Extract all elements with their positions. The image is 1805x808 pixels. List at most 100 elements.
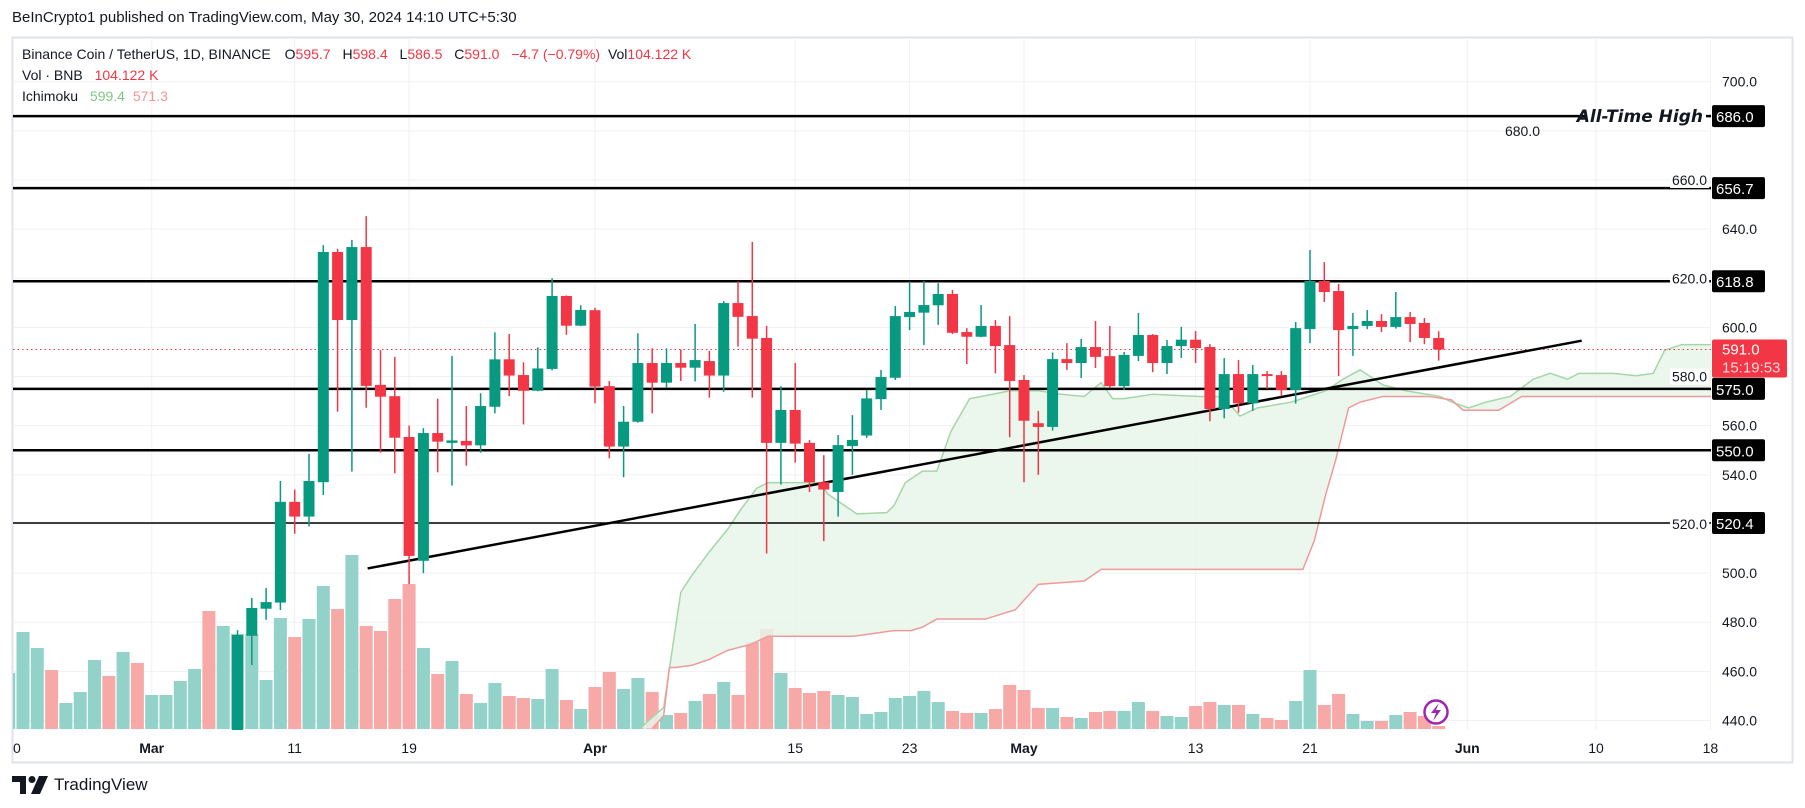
candle bbox=[260, 587, 272, 620]
candle bbox=[689, 323, 701, 382]
candle-body bbox=[832, 445, 844, 493]
candle bbox=[818, 455, 830, 542]
candle-body bbox=[989, 325, 1001, 347]
volume-bar bbox=[445, 661, 459, 729]
candle bbox=[1075, 338, 1087, 379]
candle bbox=[789, 363, 801, 463]
candle-body bbox=[861, 398, 873, 436]
volume-bar bbox=[803, 693, 816, 729]
ichimoku-cloud-fill bbox=[640, 344, 1711, 729]
ichimoku-span-b-line bbox=[651, 395, 1711, 729]
candle bbox=[246, 597, 258, 665]
candle bbox=[346, 239, 358, 472]
candle-body bbox=[375, 384, 386, 397]
tradingview-logo-icon bbox=[12, 776, 48, 794]
volume-bar bbox=[202, 611, 216, 729]
price-axis[interactable]: 700.0 680.0 660.0 640.0 620.0 600.0 580.0 560.0… bbox=[1502, 74, 1757, 729]
time-tick-label: 23 bbox=[902, 740, 918, 756]
volume-legend-row[interactable]: Vol · BNB 104.122 K bbox=[22, 65, 699, 86]
volume-bar bbox=[531, 699, 545, 729]
candle bbox=[846, 415, 858, 475]
candle-body bbox=[975, 325, 987, 337]
volume-bar bbox=[102, 676, 116, 729]
volume-bar bbox=[1189, 706, 1203, 729]
symbol-name[interactable]: Binance Coin / TetherUS, 1D, BINANCE bbox=[22, 46, 271, 62]
candle bbox=[161, 770, 172, 807]
candle-body bbox=[1090, 347, 1101, 357]
candle bbox=[661, 348, 672, 388]
volume-bar bbox=[1017, 690, 1031, 729]
price-tick-bg bbox=[1669, 368, 1710, 385]
candle-body bbox=[646, 363, 658, 383]
level-price-label: 656.7 bbox=[1716, 181, 1754, 198]
last-price-box bbox=[1712, 339, 1787, 378]
candle-body bbox=[417, 433, 429, 561]
price-tick-label: 460.0 bbox=[1722, 663, 1757, 679]
price-tick-label: 520.0 bbox=[1672, 516, 1707, 532]
lightning-icon[interactable] bbox=[1423, 699, 1449, 725]
volume-bar bbox=[1131, 702, 1145, 729]
candle-body bbox=[1361, 321, 1373, 326]
trendline-group[interactable] bbox=[367, 339, 1582, 570]
level-price-label: 520.4 bbox=[1716, 516, 1754, 533]
candle-body bbox=[503, 359, 515, 376]
candle bbox=[1275, 371, 1287, 396]
candle bbox=[918, 280, 930, 346]
price-tick-bg bbox=[1669, 270, 1710, 287]
volume-bar bbox=[359, 626, 373, 729]
candle bbox=[489, 332, 501, 414]
volume-bar bbox=[302, 619, 316, 729]
volume-bar bbox=[502, 696, 516, 729]
volume-bars bbox=[13, 555, 1446, 729]
time-tick-label: May bbox=[1010, 740, 1037, 756]
candle-body bbox=[446, 440, 458, 443]
volume-bar bbox=[631, 678, 645, 729]
price-tick-label: 600.0 bbox=[1722, 319, 1757, 335]
candle-body bbox=[432, 433, 444, 442]
candle bbox=[975, 305, 987, 338]
candle bbox=[532, 347, 544, 392]
volume-bar bbox=[702, 694, 716, 729]
close-label: C bbox=[454, 46, 465, 62]
candle bbox=[1361, 309, 1373, 330]
candle-body bbox=[1190, 339, 1202, 349]
candle-body bbox=[1047, 359, 1059, 427]
trendline[interactable] bbox=[367, 339, 1582, 570]
volume-bar bbox=[30, 648, 44, 729]
volume-bar bbox=[788, 688, 802, 729]
candle-body bbox=[1304, 280, 1316, 330]
candle-body bbox=[1218, 374, 1230, 409]
candle-body bbox=[818, 482, 830, 490]
horizontal-levels[interactable]: All-Time High bbox=[13, 107, 1711, 524]
candle bbox=[1233, 360, 1244, 413]
candle-body bbox=[289, 501, 301, 517]
candle bbox=[389, 356, 401, 474]
candle-body bbox=[1247, 374, 1259, 404]
symbol-legend-row: Binance Coin / TetherUS, 1D, BINANCE O59… bbox=[22, 44, 699, 65]
volume-bar bbox=[416, 648, 430, 729]
candle bbox=[375, 350, 386, 453]
candle bbox=[232, 630, 243, 730]
candle-body bbox=[789, 409, 801, 444]
ichimoku-span-b-value: 571.3 bbox=[132, 88, 168, 104]
candle bbox=[1090, 321, 1101, 368]
candle-body bbox=[189, 750, 200, 760]
ichimoku-span-a-value: 599.4 bbox=[89, 88, 125, 104]
volume-bar bbox=[903, 696, 917, 729]
ichimoku-legend-row[interactable]: Ichimoku 599.4 571.3 bbox=[22, 86, 699, 107]
candle bbox=[861, 390, 873, 438]
price-tick-label: 500.0 bbox=[1722, 565, 1757, 581]
time-tick-label: Jun bbox=[1455, 740, 1480, 756]
plot-area[interactable]: All-Time High bbox=[2, 107, 1717, 808]
candle bbox=[1175, 326, 1187, 359]
candle-body bbox=[804, 442, 815, 483]
candle-body bbox=[1147, 335, 1159, 364]
price-tick-label: 540.0 bbox=[1722, 467, 1757, 483]
candle-body bbox=[1004, 345, 1016, 381]
candle bbox=[646, 348, 658, 414]
candle bbox=[1204, 344, 1216, 422]
time-axis[interactable]: 0 Mar 11 19 Apr 15 23 May 13 21 Jun 10 18 bbox=[13, 740, 1718, 756]
volume-bar bbox=[1089, 712, 1102, 729]
candle bbox=[1347, 312, 1359, 356]
